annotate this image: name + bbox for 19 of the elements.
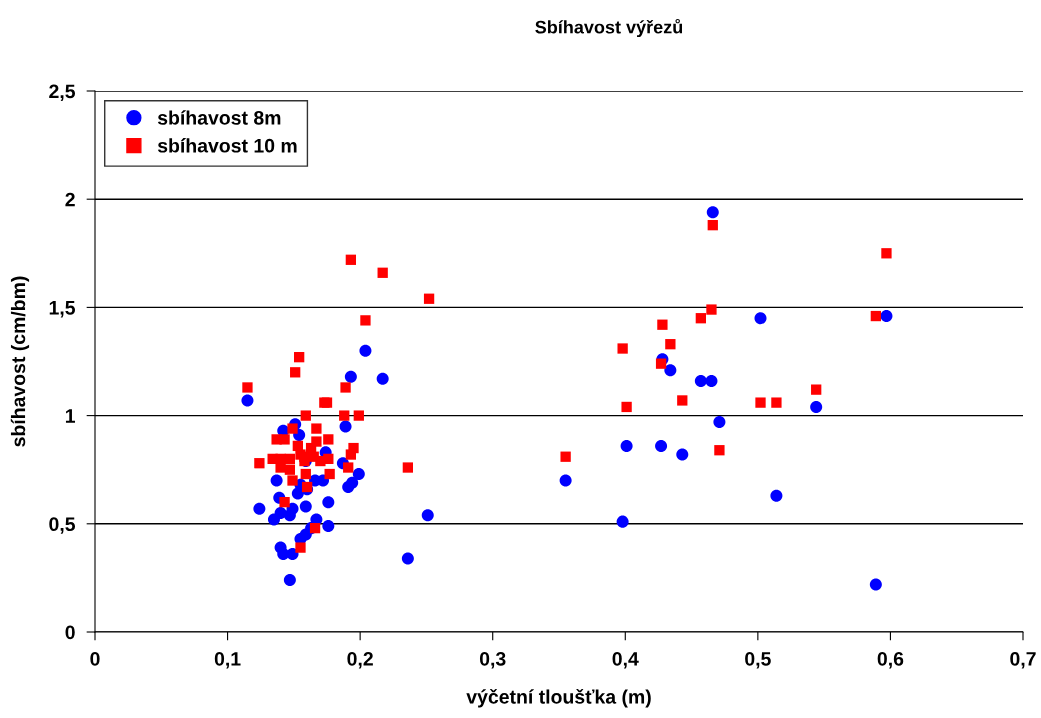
x-tick-label: 0 [90,651,100,666]
x-tick-label: 0,1 [214,651,241,669]
y-tick-label: 1 [65,409,76,423]
x-axis-title: výčetní tloušťka (m) [466,689,651,708]
x-tick-label: 0,4 [612,651,639,669]
chart-title: Sbíhavost výřezů [535,18,683,38]
y-axis-title: sbíhavost (cm/bm) [10,276,30,447]
x-tick-label: 0,5 [745,651,771,669]
y-tick-label: 2,5 [49,84,76,102]
x-tick-label: 0,2 [347,651,373,669]
y-tick-label: 2 [65,192,75,207]
x-tick-label: 0,6 [877,651,904,669]
y-tick-label: 1,5 [49,301,76,318]
x-tick-label: 0,3 [479,651,506,669]
legend-label: sbíhavost 8m [157,110,281,125]
x-tick-label: 0,7 [1010,651,1036,669]
legend-label: sbíhavost 10 m [157,138,297,153]
y-tick-label: 0 [65,625,75,640]
y-tick-label: 0,5 [49,517,76,534]
